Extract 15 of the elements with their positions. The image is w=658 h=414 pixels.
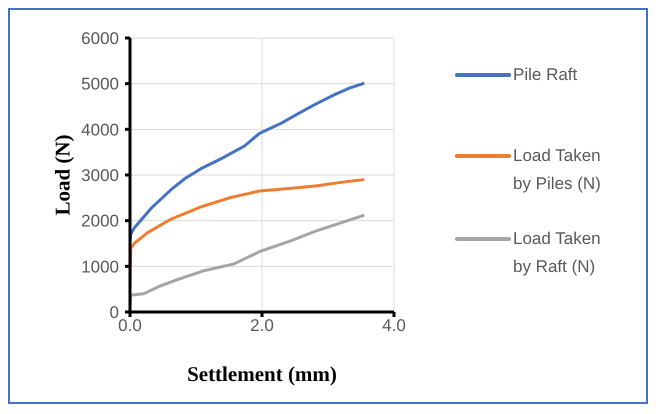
x-axis-title: Settlement (mm): [187, 362, 337, 386]
y-tick-label: 0: [110, 303, 119, 322]
y-tick-label: 3000: [81, 166, 119, 185]
legend-label: Pile Raft: [513, 64, 578, 86]
y-tick-label: 4000: [81, 120, 119, 140]
y-tick-label: 5000: [81, 74, 119, 94]
legend-label: Load Taken by Piles (N): [513, 145, 602, 195]
y-tick-label: 6000: [81, 29, 119, 48]
legend-label: Load Taken by Raft (N): [513, 228, 602, 278]
y-tick-label: 1000: [81, 257, 119, 276]
x-tick-label: 2.0: [250, 316, 274, 336]
x-tick-label: 0.0: [118, 316, 142, 336]
y-tick-label: 2000: [81, 212, 119, 231]
x-tick-label: 4.0: [382, 316, 406, 336]
y-axis-title: Load (N): [50, 134, 74, 216]
